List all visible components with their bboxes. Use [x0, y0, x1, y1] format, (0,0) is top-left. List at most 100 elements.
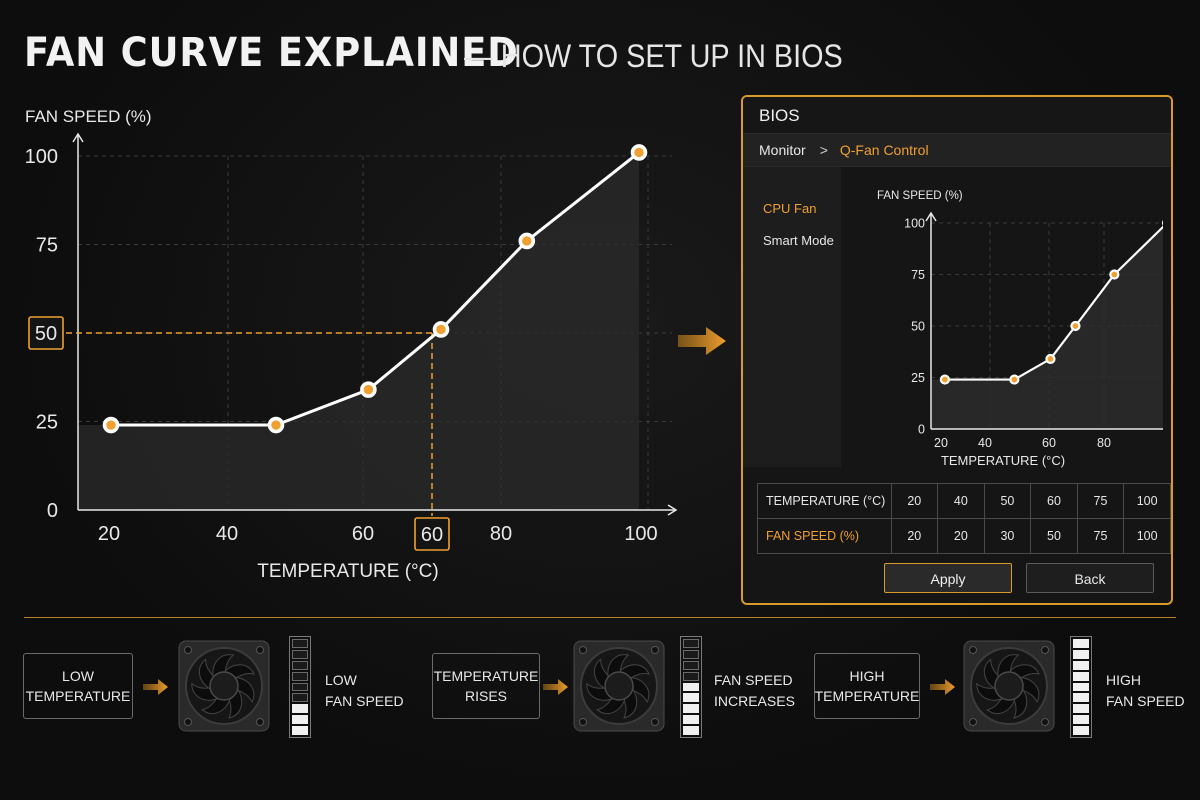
curve-area [78, 152, 639, 510]
y-tick-label: 50 [911, 319, 925, 333]
data-point [432, 321, 450, 338]
meter-segment [1073, 726, 1089, 736]
x-tick-label: 20 [98, 523, 120, 545]
title-subtitle: — HOW TO SET UP IN BIOS [464, 38, 843, 75]
table-cell[interactable]: 40 [937, 483, 985, 519]
data-point [1070, 320, 1081, 332]
table-cell[interactable]: 100 [1123, 518, 1171, 554]
data-point [1109, 269, 1120, 280]
meter-segment [1073, 649, 1089, 659]
table-cell[interactable]: 20 [937, 518, 985, 554]
meter-segment [292, 726, 308, 736]
table-cell[interactable]: 75 [1076, 518, 1125, 554]
meter-segment [683, 682, 699, 692]
meter-segment [683, 726, 699, 736]
arrow-right-icon [678, 327, 726, 355]
case-fan-icon [573, 640, 665, 737]
meter-segment [1073, 704, 1089, 714]
x-tick-label: 100 [624, 523, 657, 545]
fan-curve-chart: 0255075100204060801005060 FAN SPEED (%) … [25, 107, 678, 582]
meter-segment [1073, 671, 1089, 681]
y-tick-label: 100 [904, 216, 925, 230]
table-row-fan-speed: FAN SPEED (%) 20 20 30 50 75 100 [757, 518, 1171, 554]
highlight-y-box [28, 316, 64, 350]
meter-segment [1073, 682, 1089, 692]
meter-segment [683, 660, 699, 670]
back-button[interactable]: Back [1026, 563, 1154, 593]
x-tick-label: 80 [1097, 436, 1111, 450]
meter-segment [683, 693, 699, 703]
bios-curve-points [939, 219, 1163, 385]
bios-curve-line [944, 225, 1163, 381]
meter-segment [683, 704, 699, 714]
meter-segment [683, 649, 699, 659]
meter-segment [292, 704, 308, 714]
curve-points [102, 144, 648, 434]
data-point [939, 374, 950, 385]
table-cell[interactable]: 50 [1030, 518, 1078, 554]
stage-result-text: FAN SPEED INCREASES [714, 672, 795, 709]
data-point [1045, 353, 1056, 365]
bios-axis-tick-labels: 025507510020406080100 [904, 216, 1163, 450]
x-tick-label: 40 [978, 436, 992, 450]
highlight-guides [66, 332, 433, 516]
highlight-x-box [414, 517, 450, 551]
y-axis-arrow [72, 132, 84, 143]
highlight-y-label: 50 [35, 323, 57, 345]
data-point [630, 144, 648, 161]
table-cell[interactable]: 20 [890, 483, 939, 519]
breadcrumb: Monitor > Q-Fan Control [743, 133, 1171, 167]
chart-axes [72, 132, 678, 516]
axis-tick-labels: 0255075100204060801005060 [25, 146, 658, 551]
x-tick-label: 40 [216, 523, 238, 545]
y-tick-label: 25 [36, 412, 58, 434]
y-tick-label: 25 [911, 371, 925, 385]
table-cell[interactable]: 50 [983, 483, 1032, 519]
meter-segment [683, 639, 699, 648]
breadcrumb-separator: > [819, 142, 828, 158]
bios-x-axis-label: TEMPERATURE (°C) [941, 453, 1065, 468]
x-tick-label: 60 [352, 523, 374, 545]
meter-segment [292, 671, 308, 681]
speed-meter-icon [289, 636, 311, 738]
meter-segment [1073, 693, 1089, 703]
fan-curve-table: TEMPERATURE (°C) 20 40 50 60 75 100 FAN … [757, 483, 1171, 554]
sidebar-item-smart-mode[interactable]: Smart Mode [763, 233, 834, 248]
y-tick-label: 100 [25, 146, 58, 168]
y-axis-arrow [925, 211, 937, 222]
meter-segment [1073, 639, 1089, 648]
meter-segment [292, 660, 308, 670]
breadcrumb-monitor[interactable]: Monitor [759, 142, 806, 158]
stage-result-text: LOW FAN SPEED [325, 672, 404, 709]
table-cell[interactable]: 20 [890, 518, 939, 554]
x-tick-label: 60 [1042, 436, 1056, 450]
y-axis-label: FAN SPEED (%) [25, 107, 152, 126]
meter-segment [1073, 660, 1089, 670]
sidebar-item-cpu-fan[interactable]: CPU Fan [763, 201, 817, 216]
y-tick-label: 75 [36, 235, 58, 257]
title-main: FAN CURVE EXPLAINED [24, 30, 519, 76]
title-dash: — [464, 38, 493, 74]
meter-segment [1073, 715, 1089, 725]
stage-result-text: HIGH FAN SPEED [1106, 672, 1185, 709]
table-cell[interactable]: 100 [1123, 483, 1171, 519]
meter-segment [292, 682, 308, 692]
table-row-label: TEMPERATURE (°C) [757, 483, 892, 519]
table-row-label: FAN SPEED (%) [757, 518, 892, 554]
table-cell[interactable]: 75 [1076, 483, 1125, 519]
bios-panel: BIOS Monitor > Q-Fan Control CPU Fan Smart… [741, 95, 1173, 605]
curve-line [111, 151, 640, 427]
highlight-x-label: 60 [421, 524, 443, 546]
apply-button[interactable]: Apply [884, 563, 1012, 593]
y-tick-label: 0 [47, 500, 58, 522]
meter-segment [683, 671, 699, 681]
table-cell[interactable]: 30 [983, 518, 1032, 554]
breadcrumb-qfan[interactable]: Q-Fan Control [839, 142, 929, 158]
meter-segment [683, 715, 699, 725]
speed-meter-icon [680, 636, 702, 738]
table-cell[interactable]: 60 [1030, 483, 1078, 519]
case-fan-icon [178, 640, 270, 737]
bios-fan-curve-chart[interactable]: 025507510020406080100 FAN SPEED (%) TEMP… [843, 177, 1163, 477]
stage-condition-box: LOW TEMPERATURE [23, 653, 133, 719]
bios-title: BIOS [743, 97, 1171, 133]
